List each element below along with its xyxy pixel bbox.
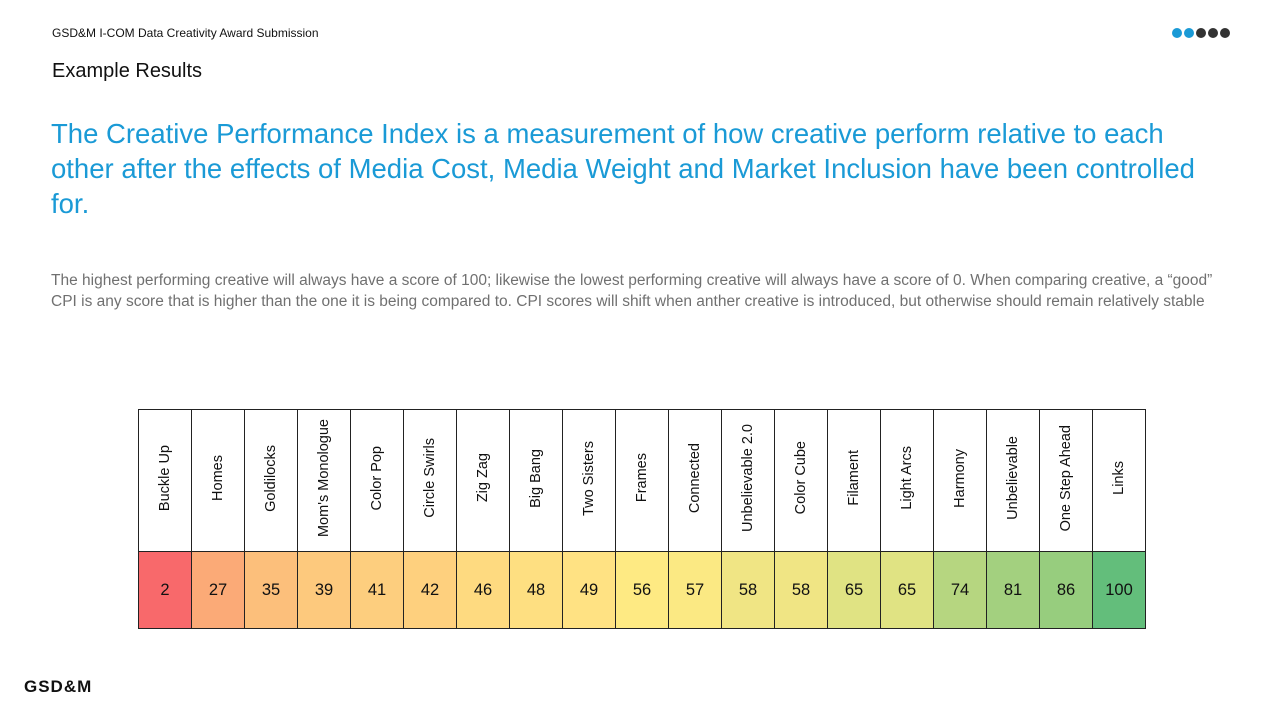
- creative-name-cell: Harmony: [933, 409, 987, 552]
- creative-name-cell: Filament: [827, 409, 881, 552]
- cpi-score-cell: 65: [880, 551, 934, 629]
- creative-name: Frames: [634, 453, 650, 503]
- creative-name-cell: Circle Swirls: [403, 409, 457, 552]
- cpi-score-cell: 58: [774, 551, 828, 629]
- creative-name: Homes: [210, 455, 226, 501]
- slide-subtitle: Example Results: [52, 60, 203, 82]
- top-line: GSD&M I-COM Data Creativity Award Submis…: [52, 26, 319, 40]
- creative-name: One Step Ahead: [1058, 424, 1074, 532]
- creative-name-cell: Homes: [191, 409, 245, 552]
- progress-dot: [1208, 28, 1218, 38]
- cpi-score-cell: 35: [244, 551, 298, 629]
- cpi-score-cell: 27: [191, 551, 245, 629]
- creative-names-row: Buckle Up Homes Goldilocks Mom's Monologue C…: [138, 409, 1146, 552]
- cpi-score-cell: 65: [827, 551, 881, 629]
- cpi-score-cell: 58: [721, 551, 775, 629]
- progress-dots: [1172, 28, 1230, 38]
- cpi-score-cell: 74: [933, 551, 987, 629]
- cpi-score-cell: 81: [986, 551, 1040, 629]
- creative-name: Two Sisters: [581, 440, 597, 516]
- creative-name-cell: Light Arcs: [880, 409, 934, 552]
- creative-name: Color Cube: [793, 441, 809, 515]
- cpi-score-cell: 39: [297, 551, 351, 629]
- cpi-score-cell: 2: [138, 551, 192, 629]
- creative-name-cell: Big Bang: [509, 409, 563, 552]
- creative-name: Harmony: [952, 448, 968, 508]
- creative-name: Circle Swirls: [422, 438, 438, 518]
- progress-dot: [1184, 28, 1194, 38]
- headline: The Creative Performance Index is a meas…: [51, 118, 1195, 219]
- creative-name: Links: [1111, 461, 1127, 495]
- gsdm-logo: GSD&M: [24, 677, 93, 696]
- creative-name-cell: One Step Ahead: [1039, 409, 1093, 552]
- cpi-score-cell: 48: [509, 551, 563, 629]
- cpi-table: Buckle Up Homes Goldilocks Mom's Monologue C…: [138, 409, 1146, 629]
- cpi-score-cell: 42: [403, 551, 457, 629]
- progress-dot: [1196, 28, 1206, 38]
- body-text: The highest performing creative will alw…: [51, 272, 1213, 310]
- creative-name: Filament: [846, 450, 862, 506]
- creative-name-cell: Goldilocks: [244, 409, 298, 552]
- progress-dot: [1220, 28, 1230, 38]
- creative-name: Unbelievable: [1005, 436, 1021, 520]
- creative-name-cell: Zig Zag: [456, 409, 510, 552]
- progress-dot: [1172, 28, 1182, 38]
- cpi-score-cell: 57: [668, 551, 722, 629]
- creative-name: Color Pop: [369, 445, 385, 511]
- creative-name: Mom's Monologue: [316, 418, 332, 538]
- cpi-score-cell: 86: [1039, 551, 1093, 629]
- creative-name-cell: Frames: [615, 409, 669, 552]
- creative-name: Goldilocks: [263, 444, 279, 512]
- creative-name-cell: Buckle Up: [138, 409, 192, 552]
- creative-name: Unbelievable 2.0: [740, 423, 756, 533]
- creative-name-cell: Two Sisters: [562, 409, 616, 552]
- cpi-score-cell: 49: [562, 551, 616, 629]
- cpi-score-cell: 46: [456, 551, 510, 629]
- creative-name-cell: Links: [1092, 409, 1146, 552]
- cpi-scores-row: 2 27 35 39 41 42 46 48 49 56 57 58 58 65 65 74 81 86 100: [138, 551, 1146, 629]
- creative-name-cell: Unbelievable: [986, 409, 1040, 552]
- creative-name: Light Arcs: [899, 446, 915, 510]
- creative-name-cell: Connected: [668, 409, 722, 552]
- creative-name: Connected: [687, 442, 703, 514]
- cpi-score-cell: 100: [1092, 551, 1146, 629]
- creative-name: Big Bang: [528, 448, 544, 508]
- creative-name-cell: Color Pop: [350, 409, 404, 552]
- creative-name: Zig Zag: [475, 453, 491, 503]
- cpi-score-cell: 41: [350, 551, 404, 629]
- cpi-score-cell: 56: [615, 551, 669, 629]
- creative-name-cell: Unbelievable 2.0: [721, 409, 775, 552]
- creative-name-cell: Color Cube: [774, 409, 828, 552]
- creative-name: Buckle Up: [157, 444, 173, 512]
- creative-name-cell: Mom's Monologue: [297, 409, 351, 552]
